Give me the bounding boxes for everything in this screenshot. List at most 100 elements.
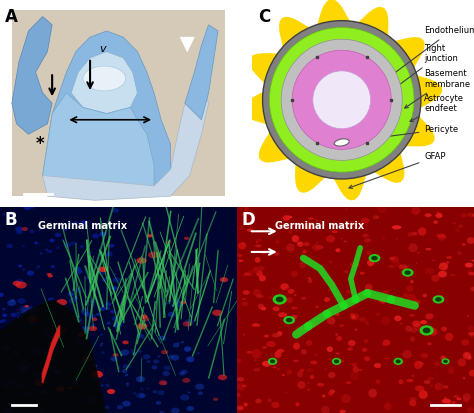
Ellipse shape — [163, 382, 166, 385]
Ellipse shape — [100, 231, 106, 235]
Ellipse shape — [315, 306, 319, 308]
Ellipse shape — [55, 233, 61, 237]
Ellipse shape — [365, 284, 373, 291]
Ellipse shape — [432, 295, 444, 304]
Text: Germinal matrix: Germinal matrix — [38, 221, 128, 231]
Ellipse shape — [15, 279, 23, 285]
Ellipse shape — [243, 290, 250, 294]
Ellipse shape — [286, 297, 293, 303]
Ellipse shape — [410, 397, 417, 401]
Ellipse shape — [22, 268, 25, 271]
Ellipse shape — [54, 369, 61, 374]
Ellipse shape — [37, 265, 40, 267]
Ellipse shape — [71, 241, 76, 245]
Ellipse shape — [52, 344, 57, 348]
Ellipse shape — [435, 297, 442, 301]
Ellipse shape — [8, 379, 17, 385]
Ellipse shape — [21, 227, 28, 231]
Ellipse shape — [21, 310, 27, 314]
Ellipse shape — [76, 318, 82, 322]
Ellipse shape — [283, 316, 295, 324]
Ellipse shape — [306, 225, 312, 231]
Ellipse shape — [292, 315, 297, 319]
Ellipse shape — [395, 359, 401, 363]
Ellipse shape — [393, 358, 403, 365]
Ellipse shape — [17, 315, 23, 320]
Ellipse shape — [100, 334, 103, 335]
Ellipse shape — [46, 317, 54, 323]
Ellipse shape — [49, 368, 55, 372]
Ellipse shape — [92, 365, 98, 368]
Ellipse shape — [184, 319, 194, 325]
Ellipse shape — [434, 361, 440, 367]
Ellipse shape — [118, 367, 120, 369]
Ellipse shape — [83, 312, 90, 316]
Ellipse shape — [262, 361, 271, 367]
Circle shape — [313, 71, 371, 129]
Ellipse shape — [295, 326, 302, 332]
Ellipse shape — [140, 388, 144, 390]
Ellipse shape — [33, 349, 42, 354]
Ellipse shape — [317, 383, 324, 387]
Ellipse shape — [90, 300, 95, 304]
Ellipse shape — [105, 406, 109, 409]
Ellipse shape — [163, 371, 170, 376]
Ellipse shape — [407, 294, 416, 301]
Ellipse shape — [329, 389, 335, 394]
Ellipse shape — [28, 376, 33, 379]
Ellipse shape — [340, 360, 344, 363]
Ellipse shape — [50, 341, 55, 344]
Ellipse shape — [27, 306, 33, 310]
Ellipse shape — [350, 371, 359, 380]
Text: v: v — [100, 44, 106, 54]
Ellipse shape — [389, 257, 395, 260]
Ellipse shape — [295, 402, 300, 406]
Ellipse shape — [308, 279, 312, 283]
Ellipse shape — [335, 333, 338, 336]
Polygon shape — [237, 206, 474, 413]
Ellipse shape — [310, 361, 318, 364]
Ellipse shape — [359, 254, 361, 256]
Ellipse shape — [376, 312, 380, 316]
Ellipse shape — [427, 342, 432, 345]
Ellipse shape — [130, 349, 134, 351]
Ellipse shape — [335, 313, 340, 316]
Ellipse shape — [80, 245, 83, 248]
Text: Endothelium: Endothelium — [390, 26, 474, 76]
Ellipse shape — [425, 213, 432, 217]
Ellipse shape — [352, 315, 356, 319]
Ellipse shape — [372, 257, 374, 259]
Ellipse shape — [48, 275, 53, 278]
Ellipse shape — [437, 234, 446, 237]
Ellipse shape — [280, 283, 289, 290]
Ellipse shape — [262, 346, 267, 349]
Ellipse shape — [242, 213, 245, 216]
Ellipse shape — [76, 339, 84, 345]
Ellipse shape — [57, 328, 65, 332]
Polygon shape — [12, 17, 52, 134]
Ellipse shape — [18, 365, 27, 371]
Ellipse shape — [14, 351, 19, 355]
Ellipse shape — [143, 354, 150, 359]
Ellipse shape — [382, 237, 385, 240]
Ellipse shape — [89, 315, 96, 320]
Ellipse shape — [316, 219, 319, 222]
Text: B: B — [5, 211, 18, 229]
Ellipse shape — [238, 259, 244, 262]
Ellipse shape — [343, 240, 347, 242]
Ellipse shape — [415, 385, 424, 392]
Ellipse shape — [159, 380, 167, 385]
Ellipse shape — [146, 388, 149, 389]
Ellipse shape — [445, 333, 454, 341]
Ellipse shape — [22, 365, 30, 371]
Ellipse shape — [461, 339, 469, 346]
Ellipse shape — [471, 260, 474, 261]
Ellipse shape — [100, 232, 106, 237]
Ellipse shape — [40, 409, 44, 411]
Ellipse shape — [39, 393, 42, 396]
Ellipse shape — [410, 337, 415, 342]
Polygon shape — [12, 10, 225, 196]
Ellipse shape — [212, 310, 222, 316]
Ellipse shape — [96, 313, 100, 316]
Polygon shape — [43, 93, 154, 190]
